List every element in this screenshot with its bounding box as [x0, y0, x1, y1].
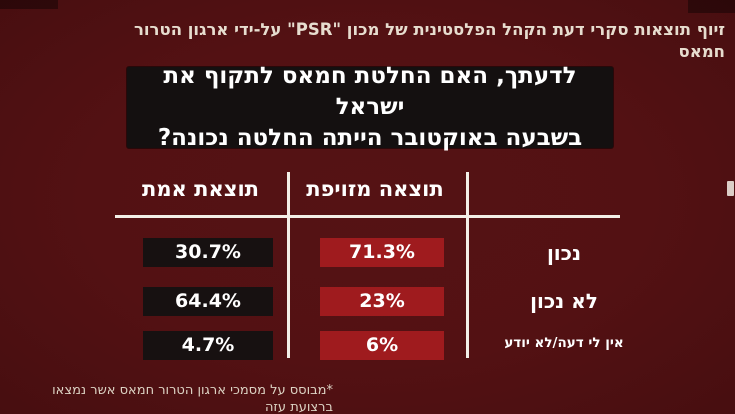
fake-result-value-row-2: 23%: [320, 287, 444, 316]
question-line-2: בשבעה באוקטובר הייתה החלטה נכונה?: [157, 125, 583, 151]
true-result-value-row-2: 64.4%: [143, 287, 273, 316]
question-box: לדעתך, האם החלטת חמאס לתקוף את ישראל בשב…: [127, 63, 613, 151]
edge-watermark-fragment: [727, 181, 734, 196]
row-label-no-opinion: אין לי דעה/לא יודע: [504, 335, 624, 351]
page-title: זיוף תוצאות סקרי דעת הקהל הפלסטינית של מ…: [133, 20, 725, 61]
table-header-divider-line: [115, 215, 620, 218]
column-header-true-result: תוצאת אמת: [141, 177, 260, 201]
column-header-fake-result: תוצאה מזויפת: [306, 177, 444, 201]
column-divider-line-left: [287, 172, 290, 358]
true-result-value-row-3: 4.7%: [143, 331, 273, 360]
video-artifact-top-left: [0, 0, 58, 9]
true-result-value-row-1: 30.7%: [143, 238, 273, 267]
footnote: *מבוסס על מסמכי ארגון הטרור חמאס אשר נמצ…: [52, 383, 333, 414]
fake-result-value-row-1: 71.3%: [320, 238, 444, 267]
row-label-correct: נכון: [546, 241, 582, 265]
row-label-incorrect: לא נכון: [530, 289, 598, 313]
fake-result-value-row-3: 6%: [320, 331, 444, 360]
column-divider-line-right: [466, 172, 469, 358]
video-artifact-top-right: [688, 0, 735, 13]
question-line-1: לדעתך, האם החלטת חמאס לתקוף את ישראל: [163, 63, 577, 120]
